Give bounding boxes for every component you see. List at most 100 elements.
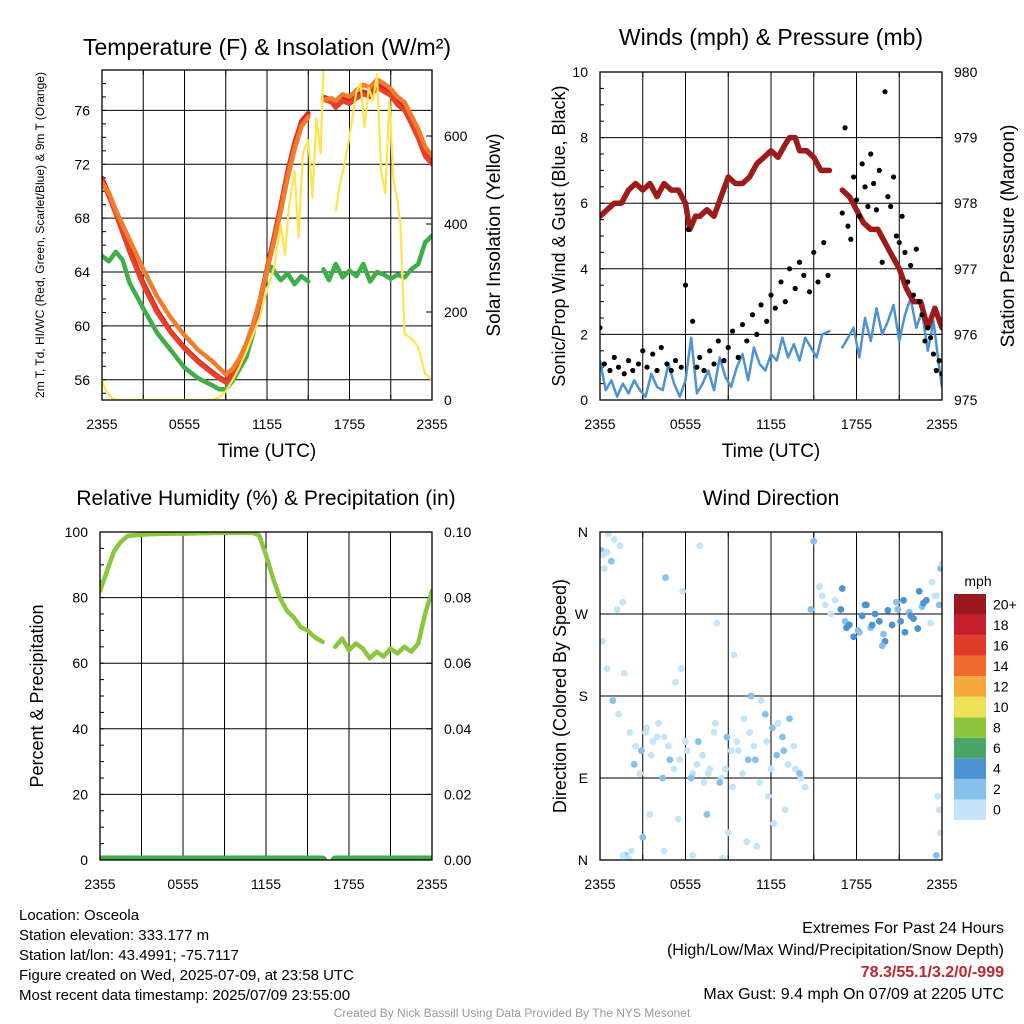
wind-direction-point [625,854,632,860]
wind-direction-point [927,619,934,627]
legend-swatch [954,696,986,718]
gust-point [654,367,660,374]
wind-direction-point [781,806,789,814]
wind-direction-point [722,765,729,773]
wind-direction-point [670,765,678,773]
legend-label: 14 [993,658,1009,674]
legend-swatch [954,758,986,779]
wind-direction-point [767,765,775,773]
y-tick-label: N [578,852,588,868]
wind-direction-point [915,587,923,595]
gust-point [697,354,703,360]
wind-direction-point [801,783,809,791]
wind-direction-point [938,560,942,568]
wind-direction-point [619,598,627,606]
wind-direction-point [716,779,724,786]
x-tick-label: 1155 [756,416,786,432]
y2-tick-label: 0.08 [444,590,471,606]
plot-area [600,89,942,398]
gust-point [879,259,885,265]
wind-direction-point [773,751,781,759]
y-tick-label: 100 [65,524,89,540]
gust-point [853,197,860,203]
gust-point [772,305,778,311]
gust-point [701,367,707,374]
wind-direction-point [858,612,866,620]
wind-direction-point [932,852,940,859]
legend-label: 20+ [993,596,1017,612]
wind-direction-point [791,765,799,773]
wind-direction-point [637,747,645,755]
gust-point [615,364,622,370]
wind-direction-point [935,806,942,814]
wind-direction-point [937,829,942,837]
wind-direction-point [850,633,858,641]
x-tick-label: 2355 [926,416,957,432]
gust-point [685,226,691,233]
y2-tick-label: 975 [954,392,978,408]
gust-point [792,285,798,292]
y-axis-label: Direction (Colored By Speed) [550,579,570,813]
wind-direction-point [764,792,772,800]
wind-direction-point [662,574,669,581]
wind-direction-point [683,747,691,755]
wind-direction-point [620,669,628,677]
series-solar-insolation [102,70,432,400]
y-tick-label: 60 [72,655,88,671]
wind-direction-point [743,838,751,846]
wind-direction-point [861,601,869,609]
y2-tick-label: 0.10 [444,524,471,540]
wind-direction-point [727,747,735,755]
gust-point [607,367,613,374]
wind-direction-point [897,617,905,625]
x-tick-label: 2355 [584,416,615,432]
gust-point [721,358,727,364]
created-text: Figure created on Wed, 2025-07-09, at 23… [19,967,354,984]
series-sonic-prop-wind [600,297,942,398]
gust-point [764,318,770,324]
legend-label: 2 [993,781,1001,797]
gust-point [933,367,939,374]
y2-tick-label: 0.00 [444,852,471,868]
gust-point [806,289,813,295]
y2-tick-label: 979 [954,130,978,146]
legend-swatch [954,676,986,697]
wind-direction-point [757,697,765,704]
legend-swatch [954,594,986,615]
wind-direction-point [880,630,887,638]
wind-direction-point [786,715,793,723]
wind-direction-point [780,747,788,755]
gust-point [893,233,900,239]
gust-point [876,167,882,173]
legend-swatch [954,717,986,738]
wind-direction-point [774,719,782,727]
wind-direction-point [761,710,769,718]
wind-direction-point [810,537,818,545]
recent-data-text: Most recent data timestamp: 2025/07/09 2… [19,987,351,1004]
gust-point [848,236,854,242]
y-tick-label: 60 [74,318,90,334]
legend-label: 16 [993,637,1009,653]
extremes-title: Extremes For Past 24 Hours [802,920,1004,937]
gust-point [896,239,902,246]
x-tick-label: 0555 [670,876,701,892]
wind-direction-point [655,719,662,727]
gust-point [885,194,891,200]
wind-direction-point [739,770,746,777]
wind-direction-point [682,738,689,745]
legend-swatch [954,614,986,636]
wind-direction-point [934,792,942,800]
gust-point [801,272,807,278]
y2-tick-label: 200 [444,304,468,320]
wind-direction-point [700,779,708,786]
humidity-precip-panel: Relative Humidity (%) & Precipitation (i… [27,487,471,892]
legend-title: mph [964,573,991,589]
x-tick-label: 0555 [167,876,198,892]
wind-direction-point [843,624,850,632]
wind-direction-point [647,751,655,759]
y-tick-label: 10 [572,64,588,80]
extremes-info: Extremes For Past 24 Hours (High/Low/Max… [667,918,1004,1006]
wind-direction-point [928,578,936,586]
wind-direction-point [632,742,640,750]
y-tick-label: 80 [72,590,88,606]
